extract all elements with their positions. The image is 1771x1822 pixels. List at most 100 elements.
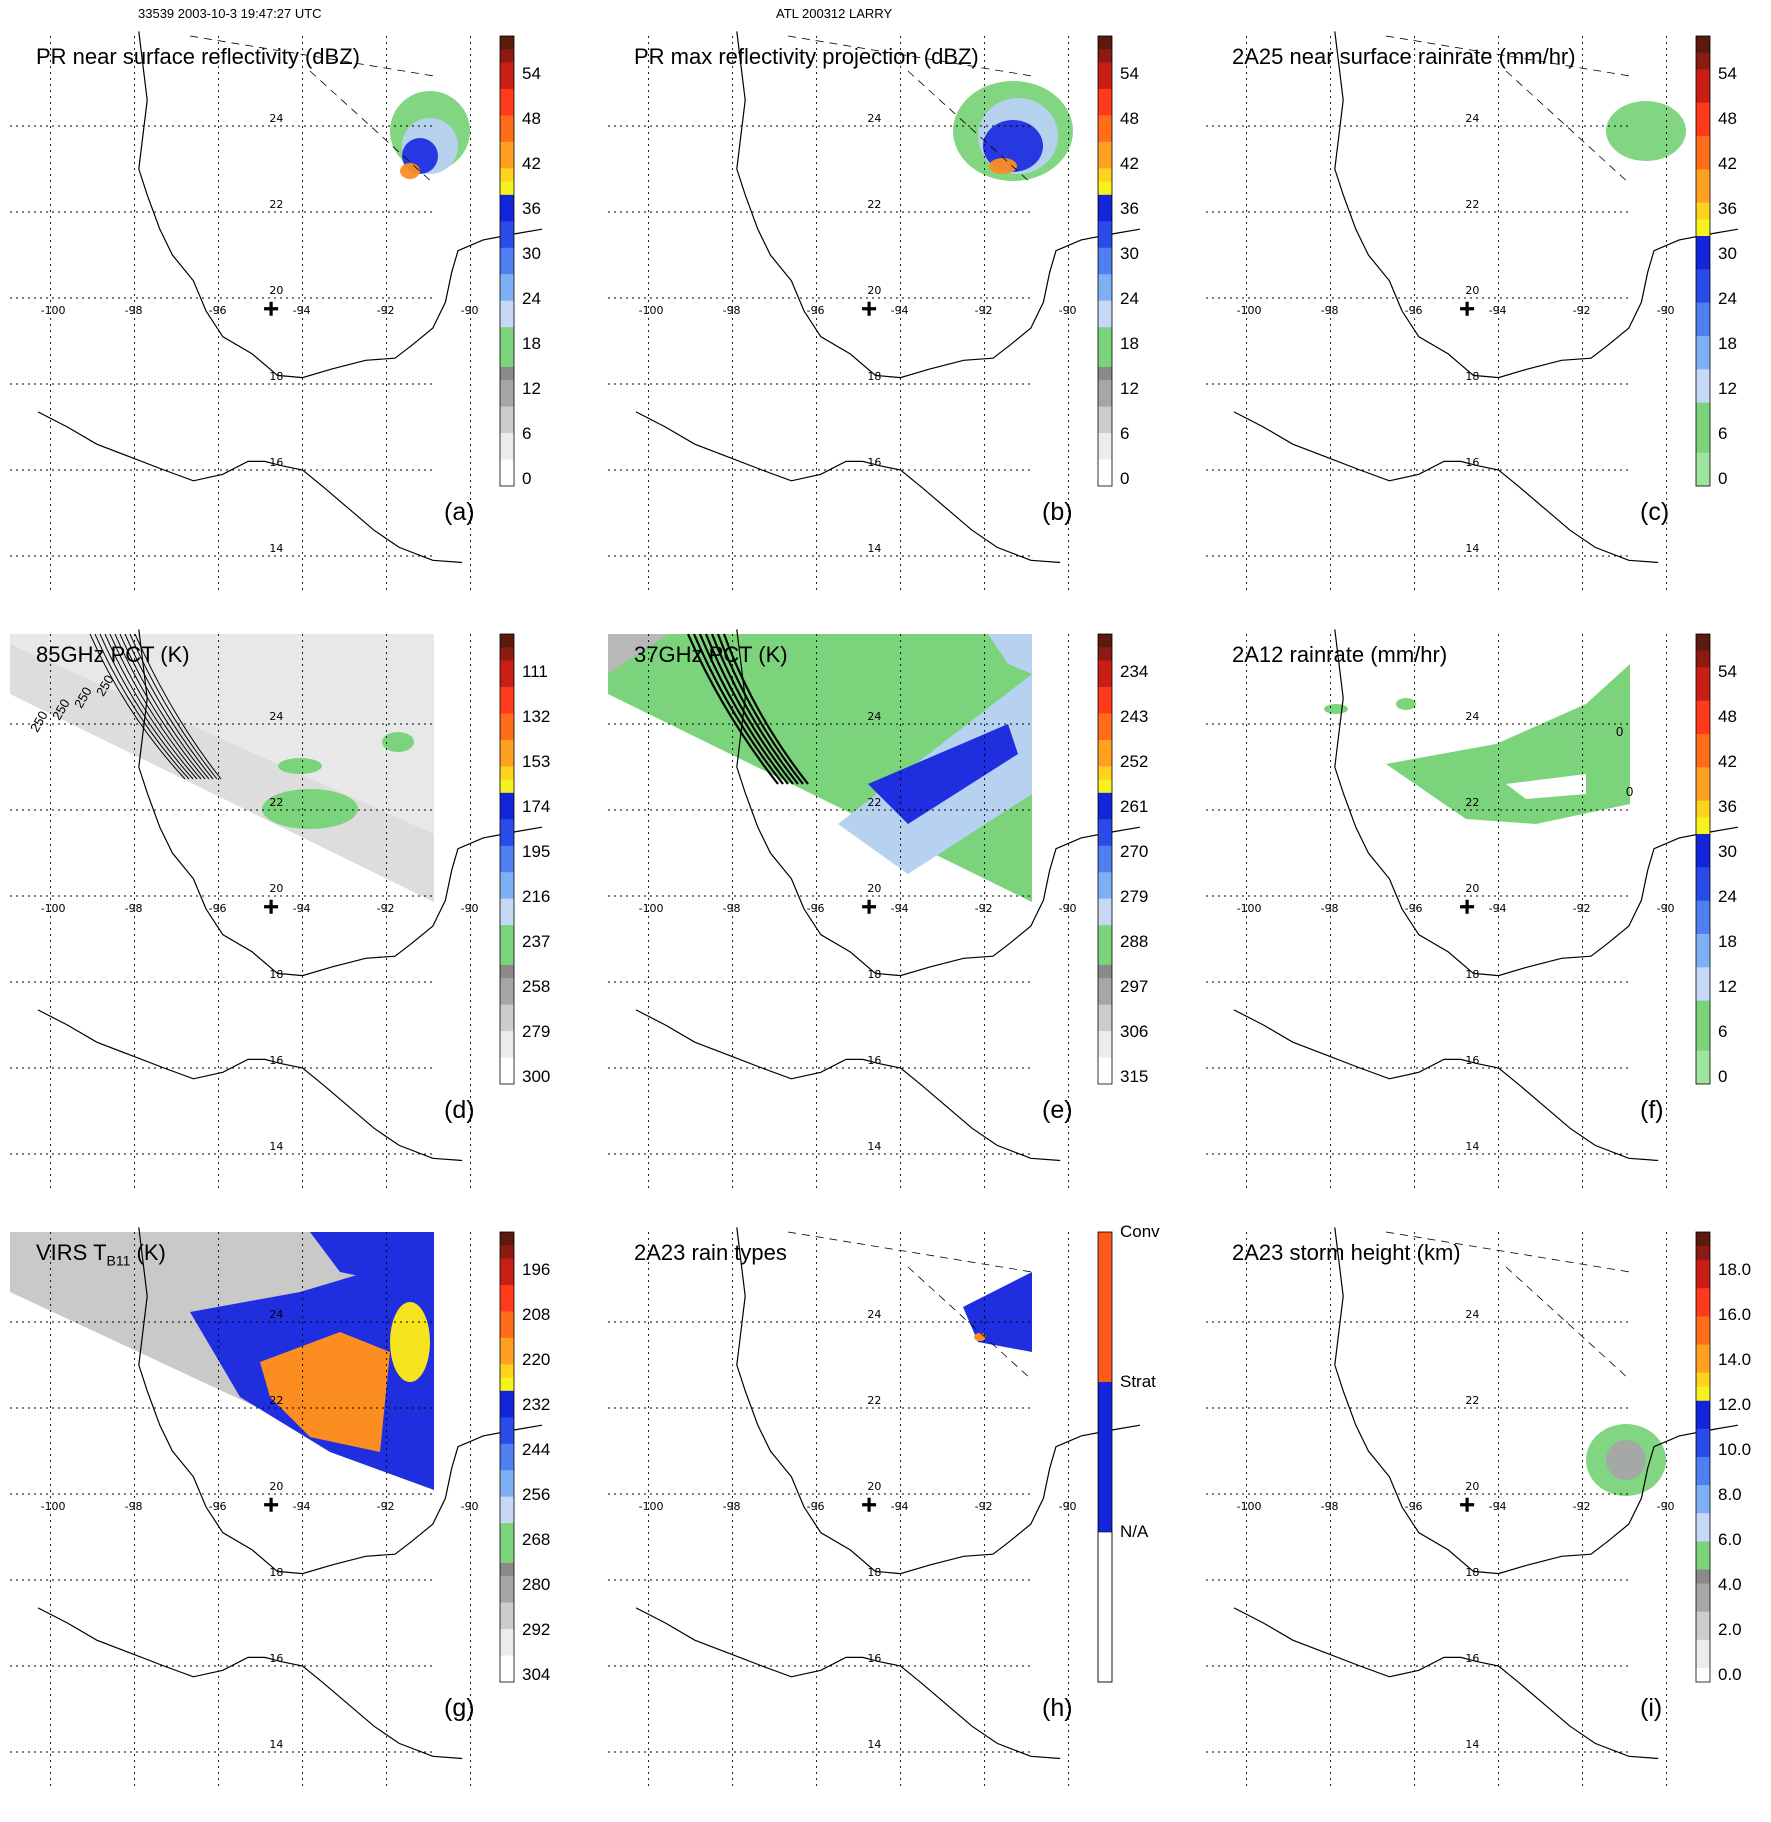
colorbar-segment <box>1098 49 1112 63</box>
colorbar-tick-label: 292 <box>522 1620 551 1639</box>
colorbar-segment <box>500 1443 514 1471</box>
lat-label: 20 <box>1465 284 1479 297</box>
gulf-coastline <box>138 1227 543 1575</box>
colorbar-segment <box>500 1523 514 1564</box>
colorbar-segment <box>500 168 514 183</box>
colorbar-segment <box>1696 1316 1710 1345</box>
pct37-contour-2 <box>698 633 789 785</box>
lat-label: 16 <box>867 1054 881 1067</box>
lon-label: -94 <box>293 304 311 317</box>
panel-letter-i: (i) <box>1640 1694 1663 1722</box>
colorbar-segment <box>1696 1583 1710 1613</box>
lon-label: -94 <box>1489 1500 1507 1513</box>
colorbar-tick-label: 8.0 <box>1718 1485 1742 1504</box>
colorbar-segment <box>1098 247 1112 275</box>
pct85-contour-4 <box>109 633 202 780</box>
colorbar-segment <box>500 872 514 900</box>
contour-label: 0 <box>1626 784 1634 799</box>
swath-edge-south <box>1505 1266 1631 1381</box>
orbit-timestamp-header: 33539 2003-10-3 19:47:27 UTC <box>138 6 322 21</box>
panel-letter-g: (g) <box>444 1694 475 1722</box>
lat-label: 18 <box>269 968 283 981</box>
colorbar-tick-label: 0.0 <box>1718 1665 1742 1684</box>
colorbar-segment <box>500 194 514 222</box>
colorbar-tick-label: 36 <box>1120 199 1139 218</box>
colorbar-segment <box>500 300 514 328</box>
colorbar-a <box>499 35 515 487</box>
colorbar-segment <box>1098 925 1112 966</box>
lat-label: 24 <box>867 1308 881 1321</box>
panel-letter-d: (d) <box>444 1096 475 1124</box>
colorbar-segment <box>1098 660 1112 688</box>
storm-center-marker <box>862 301 877 316</box>
colorbar-segment <box>1696 136 1710 170</box>
colorbar-segment <box>1696 302 1710 337</box>
colorbar-segment <box>1696 1344 1710 1374</box>
panel-title-suffix: (K) <box>130 1240 166 1265</box>
lon-label: -98 <box>723 304 741 317</box>
colorbar-segment <box>500 660 514 688</box>
gulf-coastline <box>736 629 1141 977</box>
lat-label: 22 <box>867 1394 881 1407</box>
colorbar-segment <box>500 1258 514 1286</box>
colorbar-segment <box>500 792 514 820</box>
lat-label: 22 <box>269 796 283 809</box>
colorbar-tick-label: 12 <box>1718 379 1737 398</box>
colorbar-segment <box>500 141 514 169</box>
colorbar-tick-label: 24 <box>1718 289 1737 308</box>
panel-map-h: -100 -98 -96 -94 -92 -90 24 22 20 18 16 14 <box>608 1227 1141 1788</box>
panel-title-text: 2A23 storm height (km) <box>1232 1240 1461 1265</box>
colorbar-frame <box>499 1231 515 1683</box>
lat-label: 18 <box>867 968 881 981</box>
colorbar-segment <box>1696 1639 1710 1669</box>
colorbar-segment <box>1696 202 1710 220</box>
colorbar-segment <box>500 964 514 979</box>
pacific-coastline <box>37 1009 463 1162</box>
lon-label: -90 <box>1657 304 1675 317</box>
storm-center-marker <box>264 1497 279 1512</box>
lon-label: -90 <box>1657 1500 1675 1513</box>
colorbar-segment <box>500 1629 514 1657</box>
colorbar-tick-label: 220 <box>522 1350 551 1369</box>
colorbar-segment <box>500 88 514 116</box>
gulf-coastline <box>736 1227 1141 1575</box>
lon-label: -94 <box>1489 902 1507 915</box>
colorbar-segment <box>500 739 514 767</box>
colorbar-segment <box>500 221 514 249</box>
panel-map-b: -100 -98 -96 -94 -92 -90 24 22 20 18 16 14 <box>608 31 1141 592</box>
lon-label: -96 <box>209 1500 227 1513</box>
colorbar-segment <box>1696 1232 1710 1247</box>
colorbar-segment <box>1098 274 1112 302</box>
colorbar-segment <box>500 1496 514 1524</box>
colorbar-tick-label: 18.0 <box>1718 1260 1752 1279</box>
lon-label: -98 <box>125 1500 143 1513</box>
pacific-coastline <box>1233 1009 1659 1162</box>
pct85-contour-0 <box>89 633 186 780</box>
lat-label: 22 <box>1465 796 1479 809</box>
colorbar-segment <box>500 181 514 196</box>
panel-title-text: 2A23 rain types <box>634 1240 787 1265</box>
colorbar-frame <box>499 633 515 1085</box>
gulf-coastline <box>138 629 543 977</box>
lat-label: 16 <box>1465 1652 1479 1665</box>
colorbar-tick-label: 6 <box>1718 424 1728 443</box>
lat-label: 24 <box>269 112 283 125</box>
panel-title-text: 2A25 near surface rainrate (mm/hr) <box>1232 44 1576 69</box>
panel-map-e: -100 -98 -96 -94 -92 -90 24 22 20 18 16 14 <box>608 629 1141 1190</box>
lon-label: -90 <box>1059 304 1077 317</box>
lon-label: -100 <box>41 304 66 317</box>
colorbar-segment <box>1696 1372 1710 1388</box>
lon-label: -98 <box>723 1500 741 1513</box>
lat-label: 20 <box>1465 1480 1479 1493</box>
storm-center-marker <box>264 899 279 914</box>
lon-label: -94 <box>891 1500 909 1513</box>
colorbar-segment <box>1696 1386 1710 1402</box>
colorbar-tick-label: 12.0 <box>1718 1395 1752 1414</box>
colorbar-tick-label: 153 <box>522 752 551 771</box>
pct85-cold-cell-2 <box>382 732 414 752</box>
colorbar-tick-label: 270 <box>1120 842 1149 861</box>
pct85-contour-8 <box>129 633 218 780</box>
colorbar-segment <box>500 1470 514 1498</box>
pct37-contour-5 <box>716 633 804 785</box>
colorbar-segment <box>1696 1288 1710 1317</box>
